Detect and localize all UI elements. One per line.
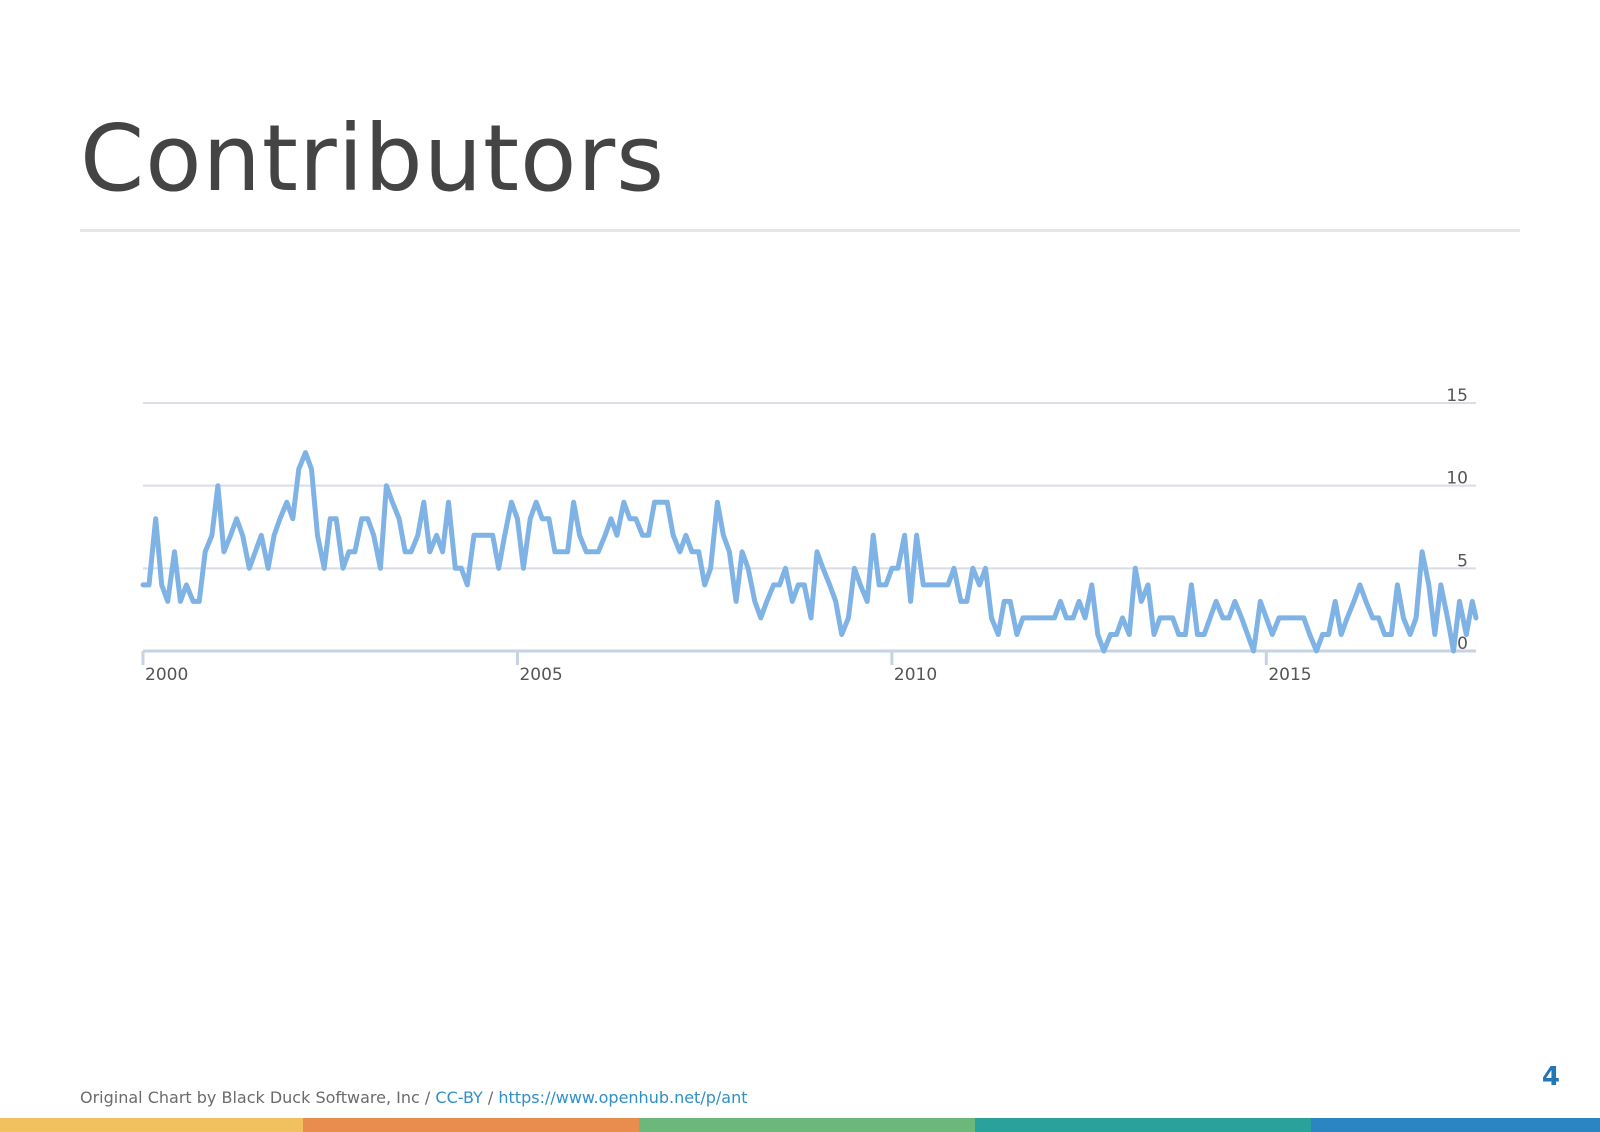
- stripe-segment-teal: [975, 1118, 1311, 1132]
- x-tick-label-2010: 2010: [894, 665, 937, 685]
- stripe-segment-blue: [1311, 1118, 1600, 1132]
- chart-series: [140, 450, 1479, 654]
- chart-x-axis: [141, 649, 1476, 665]
- x-tick-label-2000: 2000: [145, 665, 188, 685]
- title-divider: [80, 229, 1520, 232]
- chart-y-tick-labels: 0 5 10 15: [1446, 386, 1468, 654]
- y-tick-label-5: 5: [1457, 551, 1468, 571]
- credit-text: Original Chart by Black Duck Software, I…: [80, 1088, 420, 1107]
- stripe-segment-orange: [303, 1118, 639, 1132]
- contributors-series-line: [140, 450, 1479, 654]
- x-tick-label-2005: 2005: [519, 665, 562, 685]
- chart-x-tick-labels: 2000 2005 2010 2015: [145, 665, 1312, 685]
- x-tick-label-2015: 2015: [1268, 665, 1311, 685]
- chart-gridlines: [143, 402, 1476, 570]
- footer-separator-1: /: [424, 1088, 431, 1107]
- footer-credit: Original Chart by Black Duck Software, I…: [80, 1088, 747, 1107]
- y-tick-label-10: 10: [1446, 469, 1468, 489]
- footer-separator-2: /: [487, 1088, 494, 1107]
- stripe-segment-yellow: [0, 1118, 303, 1132]
- y-tick-label-15: 15: [1446, 386, 1468, 406]
- y-tick-label-0: 0: [1457, 634, 1468, 654]
- license-link[interactable]: CC-BY: [435, 1088, 483, 1107]
- page-number: 4: [1541, 1062, 1560, 1092]
- footer-color-stripe: [0, 1118, 1600, 1132]
- stripe-segment-green: [639, 1118, 975, 1132]
- slide-title: Contributors: [80, 105, 666, 212]
- source-link[interactable]: https://www.openhub.net/p/ant: [498, 1088, 748, 1107]
